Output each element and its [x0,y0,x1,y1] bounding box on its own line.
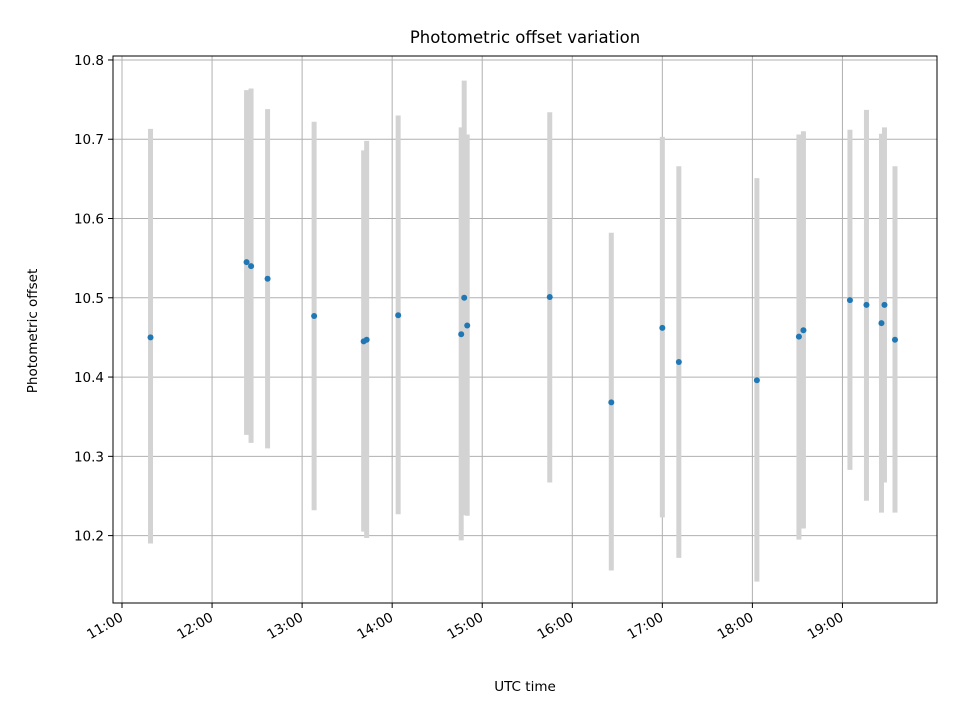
data-point [546,293,553,300]
y-axis: 10.2 10.3 10.4 10.5 10.6 10.7 10.8 [74,53,113,545]
data-point [675,359,682,366]
data-point [878,320,885,327]
data-point [659,324,666,331]
data-point [311,313,318,320]
data-point [795,333,802,340]
y-tick-label: 10.8 [74,53,104,69]
plot-frame [112,55,938,604]
y-tick-label: 10.7 [74,132,104,148]
data-point [891,336,898,343]
y-tick-label: 10.5 [74,291,104,307]
data-point [846,297,853,304]
data-point [458,331,465,338]
data-point [264,275,271,282]
data-point [881,301,888,308]
data-point [863,301,870,308]
data-point [363,336,370,343]
data-point [800,327,807,334]
chart-title: Photometric offset variation [410,28,640,47]
data-point [147,334,154,341]
y-tick-label: 10.2 [74,529,104,545]
data-point [395,312,402,319]
data-point [248,263,255,270]
y-tick-label: 10.6 [74,212,104,228]
data-point [753,377,760,384]
x-axis-label: UTC time [494,679,556,695]
y-tick-label: 10.4 [74,370,104,386]
data-point [461,294,468,301]
data-point [608,399,615,406]
data-point [243,259,250,266]
data-point [464,322,471,329]
data-points [147,259,898,406]
y-tick-label: 10.3 [74,449,104,465]
y-axis-label: Photometric offset [25,269,41,393]
